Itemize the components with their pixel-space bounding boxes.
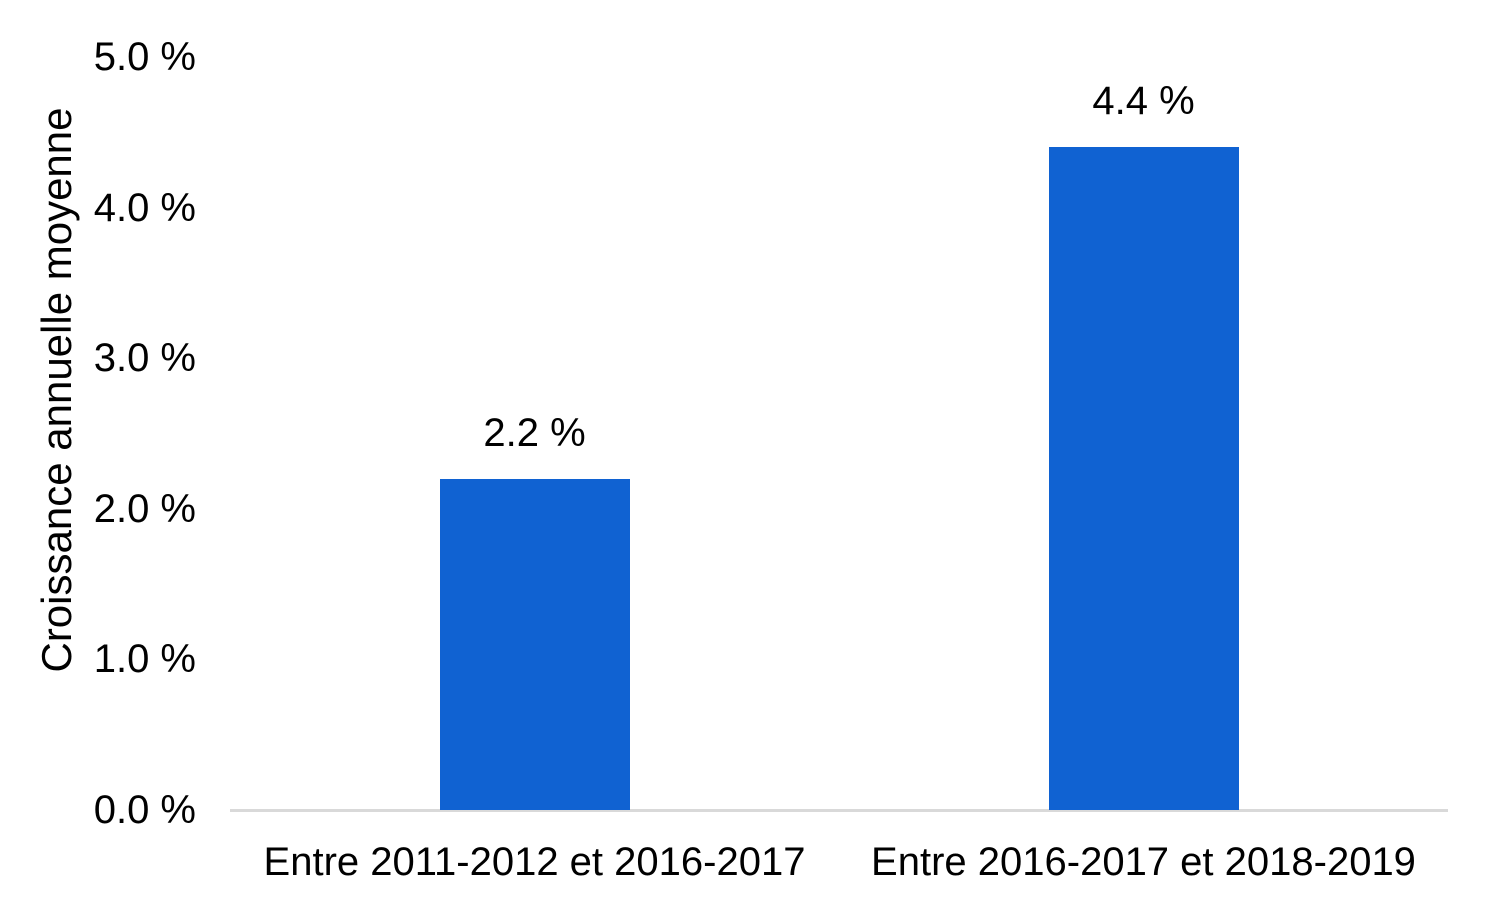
x-category-label: Entre 2016-2017 et 2018-2019 bbox=[871, 840, 1416, 884]
y-tick-label: 2.0 % bbox=[93, 486, 196, 531]
y-tick-label: 4.0 % bbox=[93, 185, 196, 230]
bar bbox=[439, 478, 630, 810]
x-category-label: Entre 2011-2012 et 2016-2017 bbox=[263, 840, 806, 884]
bar-value-label: 2.2 % bbox=[483, 410, 586, 455]
y-tick-label: 0.0 % bbox=[93, 788, 196, 832]
bar bbox=[1048, 147, 1239, 810]
x-axis-line bbox=[230, 809, 1448, 812]
bar-value-label: 4.4 % bbox=[1092, 79, 1195, 124]
y-tick-label: 3.0 % bbox=[93, 336, 196, 381]
y-tick-label: 5.0 % bbox=[93, 35, 196, 79]
y-tick-label: 1.0 % bbox=[93, 637, 196, 682]
